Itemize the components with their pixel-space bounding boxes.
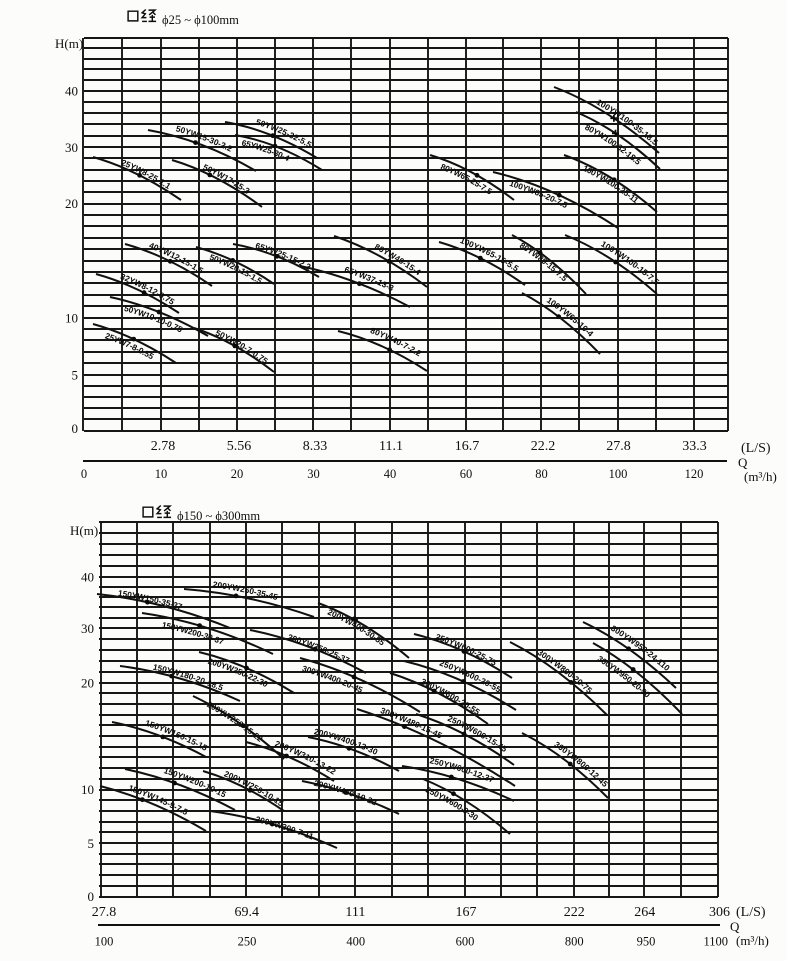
svg-text:8.33: 8.33: [303, 439, 328, 454]
svg-text:40: 40: [81, 570, 94, 585]
svg-text:80: 80: [535, 467, 548, 481]
svg-text:40YW12-15-1.5: 40YW12-15-1.5: [148, 240, 206, 276]
svg-text:(m³/h): (m³/h): [744, 469, 777, 484]
svg-text:(m³/h): (m³/h): [736, 933, 769, 948]
svg-text:Q: Q: [738, 455, 748, 470]
svg-text:10: 10: [81, 782, 94, 797]
svg-text:800: 800: [565, 935, 584, 949]
svg-text:222: 222: [564, 905, 585, 920]
svg-text:10: 10: [65, 311, 78, 326]
svg-text:400: 400: [346, 935, 365, 949]
svg-text:30: 30: [307, 467, 320, 481]
svg-text:100: 100: [609, 467, 628, 481]
svg-text:306: 306: [709, 905, 730, 920]
svg-text:200YW250-10-15: 200YW250-10-15: [223, 768, 286, 808]
svg-text:60: 60: [460, 467, 473, 481]
svg-text:27.8: 27.8: [606, 439, 631, 454]
svg-text:5: 5: [72, 368, 79, 383]
svg-text:0: 0: [81, 467, 87, 481]
svg-text:ϕ25 ~ ϕ100mm: ϕ25 ~ ϕ100mm: [162, 13, 239, 27]
svg-text:16.7: 16.7: [455, 439, 480, 454]
svg-text:111: 111: [345, 905, 365, 920]
svg-text:H(m): H(m): [55, 36, 83, 51]
svg-text:100YW65-10-4: 100YW65-10-4: [545, 295, 596, 339]
svg-text:1100: 1100: [704, 935, 729, 949]
svg-text:22.2: 22.2: [531, 439, 556, 454]
svg-text:100YW65-15-5.5: 100YW65-15-5.5: [459, 235, 521, 274]
svg-text:200YW400-10-22: 200YW400-10-22: [313, 778, 379, 808]
svg-text:200YW250-15-22: 200YW250-15-22: [205, 699, 265, 744]
svg-text:20: 20: [231, 467, 244, 481]
svg-text:30: 30: [81, 621, 94, 636]
svg-text:600: 600: [456, 935, 475, 949]
svg-text:50YW17-25-3: 50YW17-25-3: [202, 162, 253, 196]
svg-text:Q: Q: [730, 919, 740, 934]
svg-text:250YW600-15-45: 250YW600-15-45: [446, 713, 509, 754]
svg-text:(L/S): (L/S): [741, 441, 771, 456]
svg-text:100YW100-15-7.5: 100YW100-15-7.5: [599, 239, 661, 287]
svg-text:33.3: 33.3: [682, 439, 707, 454]
svg-text:(L/S): (L/S): [736, 905, 766, 920]
svg-text:65YW25-15-2.2: 65YW25-15-2.2: [254, 240, 313, 272]
svg-text:264: 264: [634, 905, 655, 920]
svg-text:2.78: 2.78: [151, 439, 176, 454]
svg-text:0: 0: [88, 889, 95, 904]
svg-text:H(m): H(m): [70, 523, 98, 538]
svg-text:40: 40: [65, 84, 78, 99]
svg-text:69.4: 69.4: [234, 905, 259, 920]
svg-text:27.8: 27.8: [92, 905, 117, 920]
svg-text:950: 950: [637, 935, 656, 949]
svg-text:200YW400-13-30: 200YW400-13-30: [313, 726, 379, 757]
svg-text:50YW20-7-0.75: 50YW20-7-0.75: [214, 328, 270, 366]
svg-text:5: 5: [88, 836, 95, 851]
svg-text:20: 20: [65, 196, 78, 211]
svg-text:100: 100: [95, 935, 114, 949]
svg-text:250: 250: [238, 935, 257, 949]
svg-text:40: 40: [384, 467, 397, 481]
svg-text:30: 30: [65, 140, 78, 155]
svg-text:10: 10: [155, 467, 168, 481]
svg-text:25YW8-25-1.1: 25YW8-25-1.1: [120, 157, 173, 191]
svg-text:ϕ150 ~ ϕ300mm: ϕ150 ~ ϕ300mm: [177, 509, 260, 523]
svg-text:20: 20: [81, 676, 94, 691]
svg-text:167: 167: [456, 905, 477, 920]
svg-text:0: 0: [72, 421, 79, 436]
svg-text:200YW300-7-11: 200YW300-7-11: [255, 814, 316, 842]
svg-text:120: 120: [685, 467, 704, 481]
svg-text:5.56: 5.56: [227, 439, 252, 454]
svg-text:11.1: 11.1: [379, 439, 403, 454]
